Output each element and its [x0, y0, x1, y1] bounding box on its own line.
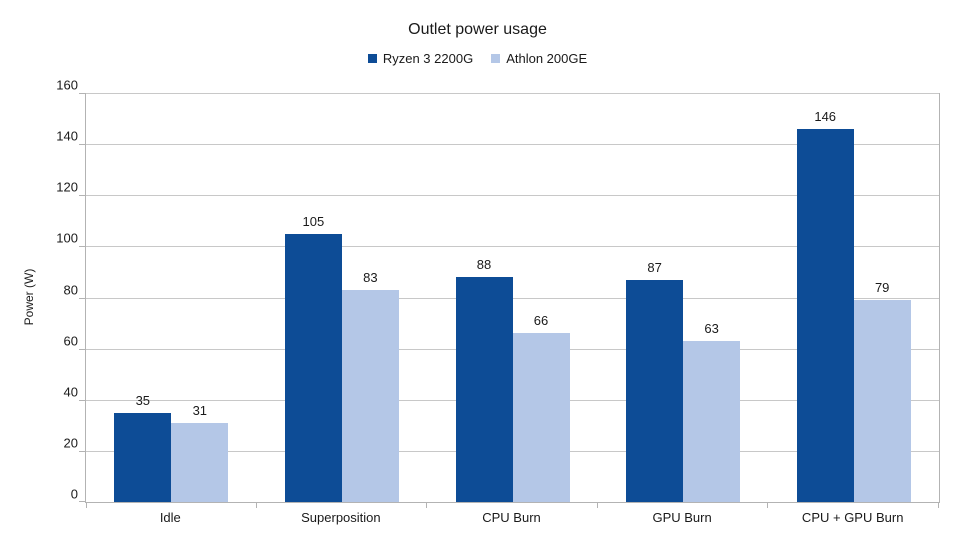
bar-ryzen-3-2200g-idle [114, 412, 172, 502]
x-axis-category-labels: Idle Superposition CPU Burn GPU Burn CPU + G… [85, 510, 938, 530]
bar-value-ryzen-3-2200g-cpu-gpu-burn: 146 [814, 108, 837, 124]
gridline-160 [86, 93, 939, 94]
bar-ryzen-3-2200g-cpu-gpu-burn [796, 128, 854, 502]
y-axis-tick-labels: 0 20 40 60 80 100 120 140 160 [36, 78, 78, 502]
gridline-80 [86, 297, 939, 299]
y-axis-label-40: 40 [63, 384, 78, 400]
y-axis-tick-0 [79, 501, 86, 502]
y-axis-tick-40 [79, 399, 86, 401]
x-axis-tick-1 [255, 502, 257, 508]
y-axis-label-140: 140 [56, 128, 78, 144]
bar-value-ryzen-3-2200g-superposition: 105 [302, 213, 325, 229]
legend-swatch-athlon-200ge [491, 54, 501, 63]
bar-value-athlon-200ge-gpu-burn: 63 [704, 320, 719, 336]
y-axis-label-120: 120 [56, 179, 78, 195]
y-axis-label-160: 160 [56, 77, 78, 93]
bar-athlon-200ge-gpu-burn [683, 340, 741, 502]
y-axis-tick-160 [79, 93, 86, 94]
bar-value-athlon-200ge-idle: 31 [192, 402, 208, 418]
legend: Ryzen 3 2200G Athlon 200GE [0, 51, 955, 66]
x-axis-tick-2 [426, 502, 428, 508]
x-axis-label-idle: Idle [159, 510, 181, 525]
bar-athlon-200ge-idle [171, 422, 229, 502]
legend-swatch-ryzen-3-2200g [367, 54, 377, 63]
y-axis-label-80: 80 [63, 282, 78, 297]
y-axis-label-100: 100 [56, 230, 78, 246]
bar-value-athlon-200ge-cpu-gpu-burn: 79 [874, 280, 890, 296]
y-axis-tick-140 [79, 144, 86, 146]
bar-athlon-200ge-cpu-gpu-burn [853, 300, 911, 502]
y-axis-label-20: 20 [63, 435, 78, 451]
x-axis-tick-3 [596, 502, 598, 508]
bar-ryzen-3-2200g-gpu-burn [626, 279, 684, 502]
bar-value-ryzen-3-2200g-idle: 35 [135, 392, 151, 408]
y-axis-label-0: 0 [70, 486, 78, 502]
x-axis-tick-4 [767, 502, 769, 508]
legend-label-athlon-200ge: Athlon 200GE [506, 51, 588, 66]
chart-title: Outlet power usage [408, 21, 547, 38]
bar-value-ryzen-3-2200g-gpu-burn: 87 [647, 259, 662, 275]
y-axis-tick-100 [79, 246, 86, 248]
x-axis-tick-0 [86, 502, 87, 508]
gridline-140 [86, 144, 939, 146]
y-axis-tick-80 [79, 297, 86, 299]
bar-value-athlon-200ge-cpu-burn: 66 [533, 313, 549, 329]
bar-athlon-200ge-cpu-burn [512, 333, 570, 502]
legend-label-ryzen-3-2200g: Ryzen 3 2200G [382, 51, 474, 66]
bar-ryzen-3-2200g-cpu-burn [455, 277, 513, 502]
x-axis-label-cpu-burn: CPU Burn [482, 510, 541, 525]
bar-athlon-200ge-superposition [341, 289, 399, 502]
legend-item-athlon-200ge: Athlon 200GE [491, 51, 587, 66]
gridline-100 [86, 246, 939, 248]
x-axis-tick-5 [938, 502, 939, 508]
x-axis-label-cpu-gpu-burn: CPU + GPU Burn [801, 510, 904, 525]
plot-area: 35 31 105 83 88 66 87 63 146 79 [79, 93, 940, 508]
bar-value-ryzen-3-2200g-cpu-burn: 88 [476, 257, 492, 273]
gridline-120 [86, 195, 939, 197]
y-axis-tick-120 [79, 195, 86, 197]
y-axis-title: Power (W) [22, 268, 36, 326]
y-axis-tick-60 [79, 348, 86, 350]
x-axis-label-superposition: Superposition [301, 510, 381, 525]
bar-ryzen-3-2200g-superposition [284, 233, 342, 502]
y-axis-label-60: 60 [63, 333, 78, 349]
legend-item-ryzen-3-2200g: Ryzen 3 2200G [367, 51, 474, 66]
bar-value-athlon-200ge-superposition: 83 [363, 269, 378, 285]
x-axis-label-gpu-burn: GPU Burn [652, 510, 712, 525]
y-axis-tick-20 [79, 450, 86, 452]
